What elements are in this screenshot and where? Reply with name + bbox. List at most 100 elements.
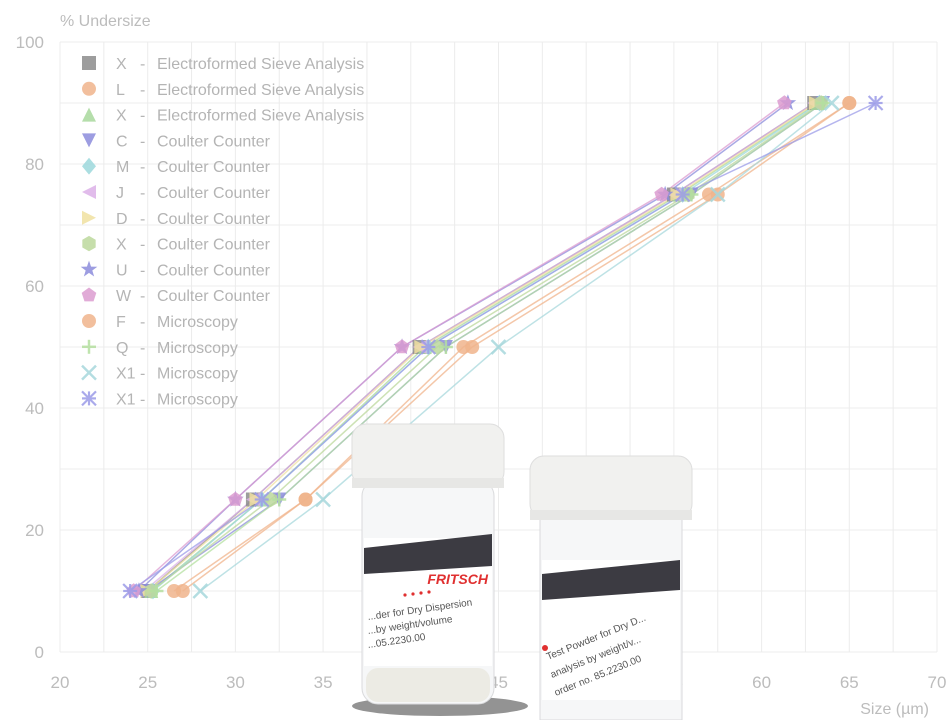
legend-marker-13 (81, 364, 97, 381)
x-tick-label: 35 (314, 673, 333, 692)
x-tick-label: 30 (226, 673, 245, 692)
data-point-series-13 (490, 339, 507, 355)
data-point-series-10 (228, 491, 243, 506)
y-tick-label: 80 (25, 155, 44, 174)
right-jar-accent-dot (542, 645, 548, 651)
legend-marker-6 (82, 185, 96, 199)
legend-series-label: X (116, 56, 127, 73)
data-point-series-12 (149, 584, 164, 598)
y-tick-label: 100 (16, 33, 44, 52)
legend-series-name: Coulter Counter (157, 159, 271, 176)
y-axis-title: % Undersize (60, 13, 151, 30)
legend-series-name: Microscopy (157, 314, 238, 331)
x-axis-ticks: 2025303540455055606570 (51, 673, 947, 692)
product-photo: FRITSCH ...der for Dry Dispersion ...by … (351, 423, 693, 720)
legend-series-label: Q (116, 340, 128, 357)
right-jar-lid-rim (530, 510, 692, 520)
legend-separator: - (140, 391, 145, 408)
data-point-series-13 (709, 186, 726, 203)
data-point-series-10 (394, 339, 410, 354)
legend-series-name: Electroformed Sieve Analysis (157, 108, 364, 125)
left-jar-lid-rim (352, 478, 504, 488)
legend-separator: - (140, 82, 145, 99)
legend-marker-14 (81, 390, 97, 407)
legend-marker-12 (82, 339, 96, 354)
data-point-series-10 (654, 186, 669, 201)
data-point-series-12 (438, 340, 453, 354)
legend-series-label: W (116, 288, 132, 305)
data-point-series-11 (842, 96, 857, 110)
legend-series-label: D (116, 211, 128, 228)
data-point-series-12 (272, 492, 287, 507)
right-jar-lid (529, 455, 693, 519)
legend-series-label: X1 (116, 391, 136, 408)
data-point-series-11 (175, 584, 190, 598)
legend-separator: - (140, 211, 145, 228)
legend-series-name: Microscopy (157, 340, 238, 357)
data-point-series-11 (298, 492, 313, 507)
legend-marker-7 (82, 210, 96, 225)
data-point-series-13 (823, 95, 840, 111)
legend-series-label: J (116, 185, 124, 202)
data-point-series-7 (414, 340, 429, 354)
x-tick-label: 60 (752, 673, 771, 692)
x-tick-label: 65 (840, 673, 859, 692)
data-point-series-14 (867, 95, 884, 111)
x-tick-label: 20 (51, 673, 70, 692)
data-point-series-14 (253, 491, 270, 508)
left-jar-band (364, 534, 492, 574)
legend-series-name: Microscopy (157, 391, 238, 408)
legend-marker-11 (82, 314, 96, 328)
left-jar-dots (403, 590, 431, 597)
left-jar-lid (351, 423, 505, 487)
legend-separator: - (140, 108, 145, 125)
legend-marker-9 (80, 260, 98, 277)
legend-separator: - (140, 185, 145, 202)
data-point-series-14 (420, 339, 437, 355)
x-tick-label: 70 (928, 673, 947, 692)
data-point-series-13 (315, 491, 331, 508)
legend-separator: - (140, 237, 145, 254)
legend-series-name: Coulter Counter (157, 133, 271, 150)
y-tick-label: 20 (25, 521, 44, 540)
data-point-series-8 (263, 491, 278, 508)
legend-marker-4 (82, 133, 96, 148)
y-tick-label: 60 (25, 277, 44, 296)
legend-separator: - (140, 56, 145, 73)
legend-separator: - (140, 314, 145, 331)
data-point-series-8 (430, 339, 444, 355)
y-tick-label: 0 (35, 643, 44, 662)
legend-series-label: X (116, 108, 127, 125)
right-jar: Test Powder for Dry D... analysis by wei… (529, 455, 693, 720)
left-jar-brand: FRITSCH (427, 571, 489, 587)
data-point-series-14 (674, 186, 691, 203)
legend-series-label: L (116, 82, 125, 99)
legend-series-name: Coulter Counter (157, 185, 271, 202)
legend-series-name: Electroformed Sieve Analysis (157, 82, 364, 99)
data-point-series-14 (122, 583, 138, 599)
legend-marker-3 (82, 107, 96, 122)
data-point-series-11 (465, 340, 480, 354)
data-point-series-12 (815, 96, 830, 110)
y-axis-ticks: 0 20 40 60 80 100 (16, 33, 44, 662)
legend-series-name: Coulter Counter (157, 237, 271, 254)
legend-separator: - (140, 262, 145, 279)
legend-series-name: Electroformed Sieve Analysis (157, 56, 364, 73)
legend-marker-10 (81, 287, 97, 302)
legend-series-name: Coulter Counter (157, 288, 271, 305)
y-tick-label: 40 (25, 399, 44, 418)
legend-series-label: X1 (116, 366, 136, 383)
legend-series-name: Coulter Counter (157, 211, 271, 228)
legend-series-label: C (116, 133, 128, 150)
legend-marker-8 (82, 235, 96, 252)
legend-separator: - (140, 288, 145, 305)
legend-separator: - (140, 340, 145, 357)
data-point-series-10 (777, 95, 792, 110)
left-jar-powder (366, 668, 490, 702)
x-axis-title: Size (µm) (860, 701, 929, 718)
data-point-series-13 (192, 583, 209, 599)
legend-separator: - (140, 133, 145, 150)
legend-series-name: Microscopy (157, 366, 238, 383)
